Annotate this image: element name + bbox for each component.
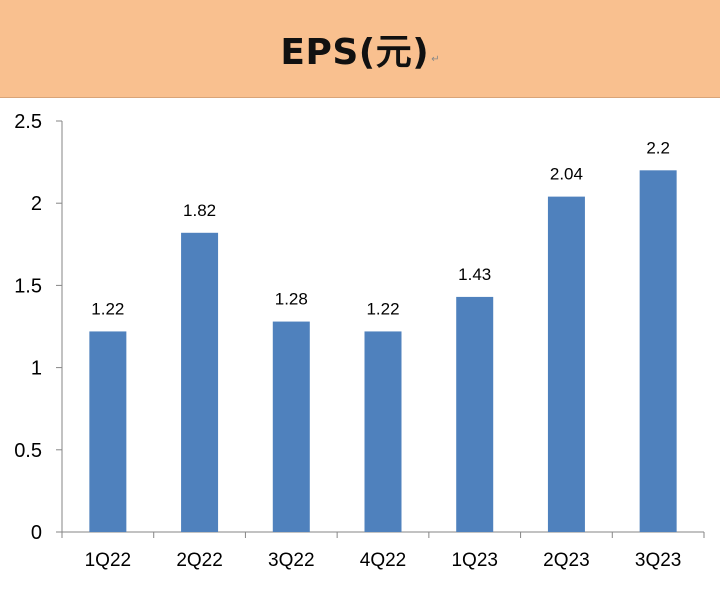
x-tick-label: 2Q23 — [543, 550, 589, 571]
data-label: 1.82 — [183, 201, 216, 220]
x-tick-label: 1Q22 — [85, 550, 131, 571]
return-mark-icon: ↵ — [431, 54, 440, 65]
y-tick-label: 0.5 — [14, 440, 42, 462]
x-tick-label: 4Q22 — [360, 550, 406, 571]
x-tick-label: 3Q22 — [268, 550, 314, 571]
chart-header: EPS(元) ↵ — [0, 0, 720, 98]
data-label: 1.43 — [458, 265, 491, 284]
chart-area: 0 0.5 1 1.5 2 2.5 1.22 1Q22 1.82 2Q22 1.28 3Q22 1.22… — [0, 98, 720, 587]
bar-3q23 — [639, 170, 677, 532]
bar-chart: 0 0.5 1 1.5 2 2.5 1.22 1Q22 1.82 2Q22 1.28 3Q22 1.22… — [14, 111, 705, 571]
y-tick-label: 2.5 — [14, 111, 42, 133]
bar-3q22 — [272, 321, 310, 532]
bar-2q23 — [547, 196, 585, 532]
data-label: 1.28 — [275, 290, 308, 309]
y-tick-label: 0 — [31, 522, 42, 544]
y-tick-label: 1.5 — [14, 275, 42, 297]
x-tick-label: 1Q23 — [451, 550, 497, 571]
bar-2q22 — [181, 232, 219, 533]
data-label: 1.22 — [91, 299, 124, 318]
y-tick-label: 2 — [31, 193, 42, 215]
bar-1q22 — [89, 331, 127, 532]
data-label: 2.04 — [550, 165, 583, 184]
data-label: 2.2 — [646, 138, 670, 157]
x-tick-label: 2Q22 — [176, 550, 222, 571]
data-label: 1.22 — [366, 299, 399, 318]
x-tick-label: 3Q23 — [635, 550, 681, 571]
bar-1q23 — [456, 296, 494, 532]
bar-4q22 — [364, 331, 402, 532]
chart-title: EPS(元) — [280, 31, 430, 73]
y-tick-label: 1 — [31, 358, 42, 380]
